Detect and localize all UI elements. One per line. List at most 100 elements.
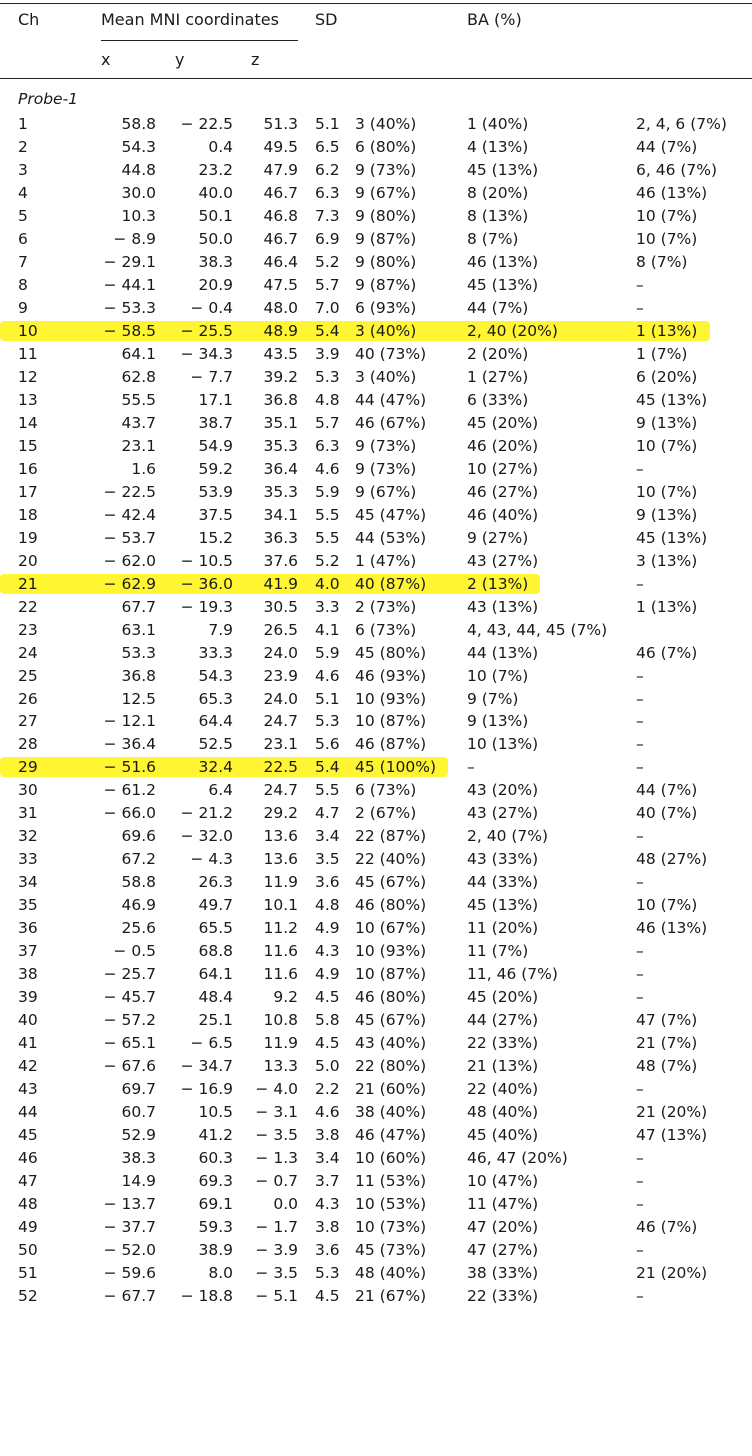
cell-sd: 4.1	[315, 620, 340, 639]
cell-ch: 32	[18, 827, 38, 846]
cell-ba-2: 46 (27%)	[467, 482, 539, 501]
cell-ch: 45	[18, 1126, 38, 1145]
table-row: 36 25.6 65.5 11.2 4.9 10 (67%) 11 (20%) 46 (13%…	[0, 917, 752, 940]
table-row: 34 58.8 26.3 11.9 3.6 45 (67%) 44 (33%) –	[0, 871, 752, 894]
cell-ch: 43	[18, 1080, 38, 1099]
cell-ba-2: 4, 43, 44, 45 (7%)	[467, 620, 608, 639]
cell-ba-1: 2 (67%)	[355, 804, 417, 823]
cell-z: − 4.0	[255, 1080, 298, 1099]
cell-ba-3: 45 (13%)	[636, 390, 708, 409]
cell-ba-2: 11 (7%)	[467, 942, 529, 961]
cell-x: 30.0	[121, 183, 156, 202]
cell-y: 48.4	[198, 988, 233, 1007]
cell-ba-3: 3 (13%)	[636, 551, 698, 570]
cell-ch: 24	[18, 643, 38, 662]
cell-y: 26.3	[198, 873, 233, 892]
cell-sd: 4.3	[315, 942, 340, 961]
mni-subrule	[101, 40, 298, 41]
table-row: 42 − 67.6 − 34.7 13.3 5.0 22 (80%) 21 (13%) 48 …	[0, 1055, 752, 1078]
cell-y: 20.9	[198, 275, 233, 294]
cell-ba-1: 40 (73%)	[355, 344, 427, 363]
cell-x: 10.3	[121, 206, 156, 225]
cell-y: 59.2	[198, 459, 233, 478]
cell-ba-3: –	[636, 275, 644, 294]
cell-ba-1: 1 (47%)	[355, 551, 417, 570]
cell-ch: 18	[18, 505, 38, 524]
cell-ch: 48	[18, 1195, 38, 1214]
cell-sd: 2.2	[315, 1080, 340, 1099]
cell-ch: 34	[18, 873, 38, 892]
cell-y: 50.1	[198, 206, 233, 225]
cell-ch: 47	[18, 1172, 38, 1191]
cell-x: 54.3	[121, 137, 156, 156]
highlight-mark	[0, 757, 448, 778]
cell-ch: 36	[18, 919, 38, 938]
cell-x: 43.7	[121, 413, 156, 432]
cell-ch: 7	[18, 252, 28, 271]
cell-ba-3: 47 (7%)	[636, 1011, 698, 1030]
cell-ba-1: 10 (87%)	[355, 712, 427, 731]
table-row: 43 69.7 − 16.9 − 4.0 2.2 21 (60%) 22 (40%) –	[0, 1078, 752, 1101]
cell-sd: 3.6	[315, 873, 340, 892]
cell-sd: 5.5	[315, 505, 340, 524]
cell-z: 46.4	[263, 252, 298, 271]
cell-y: 38.3	[198, 252, 233, 271]
cell-ba-2: 44 (33%)	[467, 873, 539, 892]
cell-ba-3: 44 (7%)	[636, 781, 698, 800]
table-row: 24 53.3 33.3 24.0 5.9 45 (80%) 44 (13%) 46 (7%)	[0, 642, 752, 665]
cell-y: 69.3	[198, 1172, 233, 1191]
cell-sd: 3.8	[315, 1126, 340, 1145]
cell-sd: 3.5	[315, 850, 340, 869]
cell-x: − 62.0	[103, 551, 156, 570]
cell-sd: 5.4	[315, 758, 340, 777]
cell-z: 10.1	[263, 896, 298, 915]
table-row: 25 36.8 54.3 23.9 4.6 46 (93%) 10 (7%) –	[0, 665, 752, 688]
cell-x: 46.9	[121, 896, 156, 915]
cell-ba-1: 6 (80%)	[355, 137, 417, 156]
table-row: 50 − 52.0 38.9 − 3.9 3.6 45 (73%) 47 (27%) –	[0, 1239, 752, 1262]
cell-y: 6.4	[208, 781, 233, 800]
cell-ba-3: –	[636, 298, 644, 317]
cell-z: 11.9	[263, 1034, 298, 1053]
cell-ba-2: 45 (20%)	[467, 413, 539, 432]
table-row: 15 23.1 54.9 35.3 6.3 9 (73%) 46 (20%) 10 (7%)	[0, 435, 752, 458]
cell-x: 69.6	[121, 827, 156, 846]
cell-ba-2: 10 (47%)	[467, 1172, 539, 1191]
cell-z: 49.5	[263, 137, 298, 156]
cell-x: − 25.7	[103, 965, 156, 984]
cell-ch: 16	[18, 459, 38, 478]
cell-y: 25.1	[198, 1011, 233, 1030]
table-row: 41 − 65.1 − 6.5 11.9 4.5 43 (40%) 22 (33%) 21 (…	[0, 1032, 752, 1055]
cell-ba-3: 48 (27%)	[636, 850, 708, 869]
cell-ba-1: 38 (40%)	[355, 1103, 427, 1122]
cell-y: − 4.3	[190, 850, 233, 869]
cell-ba-3: 9 (13%)	[636, 413, 698, 432]
cell-y: − 18.8	[180, 1286, 233, 1305]
section-label: Probe-1	[18, 90, 79, 108]
table-row: 28 − 36.4 52.5 23.1 5.6 46 (87%) 10 (13%) –	[0, 733, 752, 756]
cell-ba-3: 44 (7%)	[636, 137, 698, 156]
cell-ba-1: 46 (80%)	[355, 896, 427, 915]
cell-ba-3: 1 (13%)	[636, 597, 698, 616]
cell-ba-2: –	[467, 758, 475, 777]
cell-x: 67.7	[121, 597, 156, 616]
cell-z: 23.1	[263, 735, 298, 754]
cell-x: 60.7	[121, 1103, 156, 1122]
cell-z: 23.9	[263, 666, 298, 685]
cell-ba-2: 45 (20%)	[467, 988, 539, 1007]
header-mni-coordinates: Mean MNI coordinates	[101, 10, 279, 29]
cell-ba-3: –	[636, 1286, 644, 1305]
cell-ba-2: 46 (40%)	[467, 505, 539, 524]
cell-ch: 20	[18, 551, 38, 570]
cell-x: 69.7	[121, 1080, 156, 1099]
cell-ch: 15	[18, 436, 38, 455]
table-row: 1 58.8 − 22.5 51.3 5.1 3 (40%) 1 (40%) 2, 4, 6 …	[0, 113, 752, 136]
cell-ch: 52	[18, 1286, 38, 1305]
cell-ch: 23	[18, 620, 38, 639]
cell-sd: 5.2	[315, 551, 340, 570]
cell-z: 13.6	[263, 850, 298, 869]
table-row: 20 − 62.0 − 10.5 37.6 5.2 1 (47%) 43 (27%) 3 (1…	[0, 550, 752, 573]
cell-z: 36.8	[263, 390, 298, 409]
cell-ch: 9	[18, 298, 28, 317]
cell-ba-1: 45 (47%)	[355, 505, 427, 524]
